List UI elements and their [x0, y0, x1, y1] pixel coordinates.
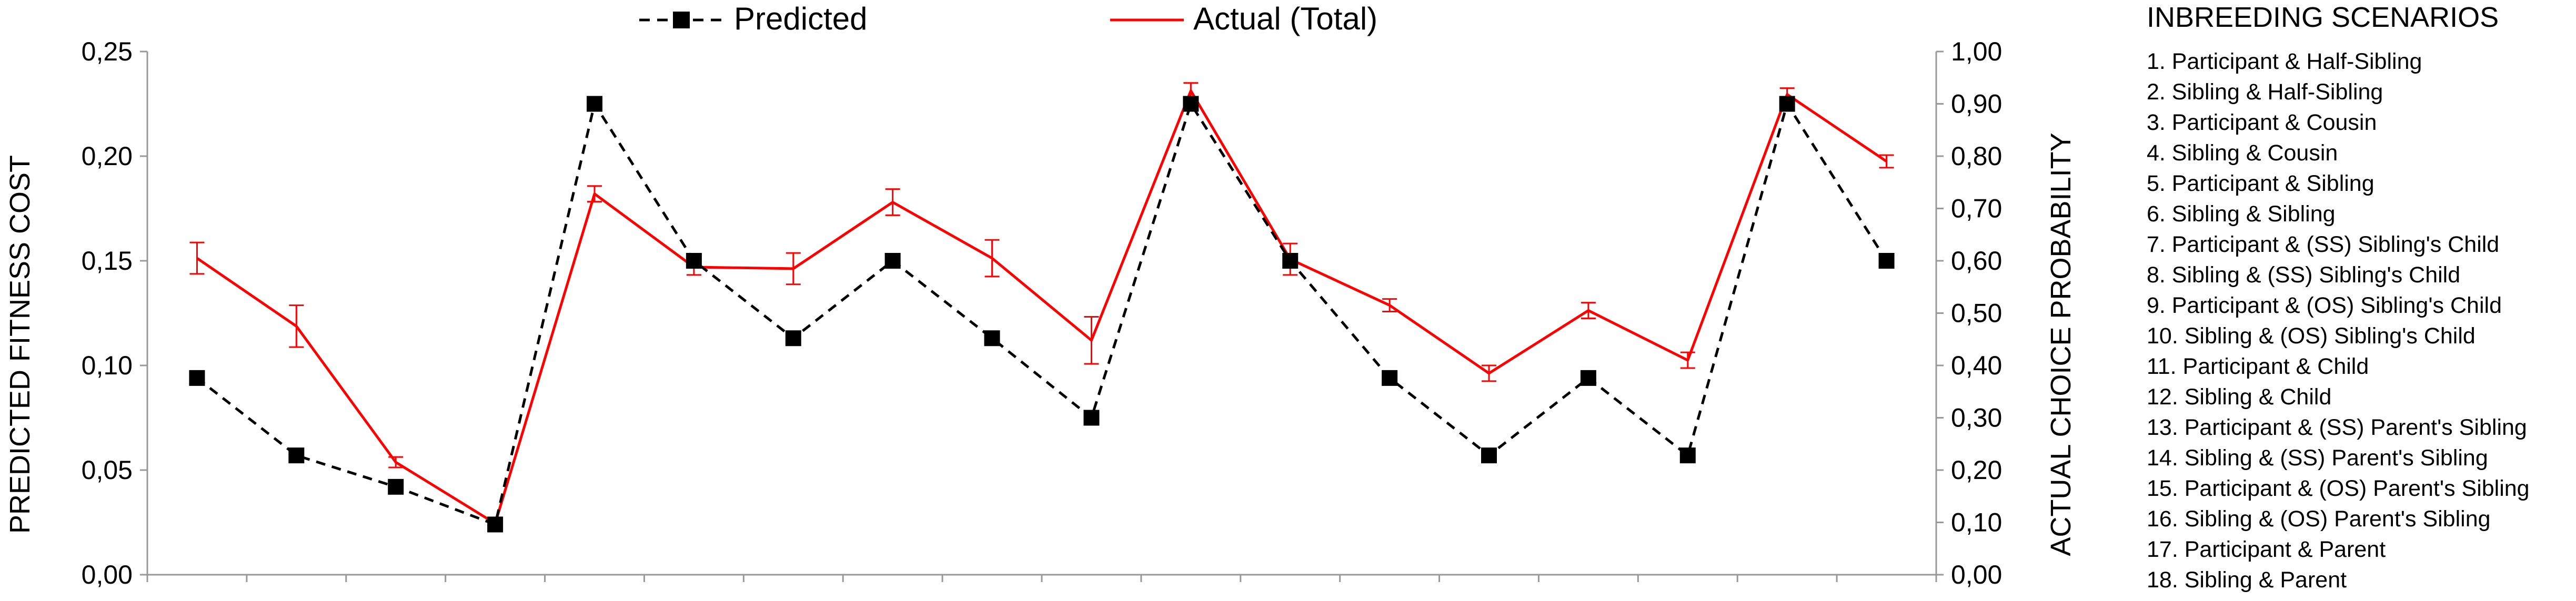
y-tick-label: 0,15 — [82, 246, 133, 276]
scenario-item: 11. Participant & Child — [2147, 354, 2369, 379]
y2-tick-label: 0,60 — [1951, 246, 2002, 276]
scenario-item: 5. Participant & Sibling — [2147, 171, 2374, 196]
scenario-item: 16. Sibling & (OS) Parent's Sibling — [2147, 506, 2491, 532]
legend-actual-label: Actual (Total) — [1193, 1, 1377, 36]
axes: 0,00 0,05 0,10 0,15 0,20 0,25 0,00 0,10 0,20 0,30… — [82, 37, 2003, 589]
legend-predicted-marker — [673, 12, 690, 28]
predicted-point — [189, 370, 205, 386]
y2-tick-label: 0,40 — [1951, 351, 2002, 380]
predicted-point — [884, 253, 901, 269]
scenario-item: 13. Participant & (SS) Parent's Sibling — [2147, 415, 2527, 440]
y2-tick-label: 0,20 — [1951, 455, 2002, 485]
scenario-item: 10. Sibling & (OS) Sibling's Child — [2147, 323, 2476, 349]
y-tick-label: 0,05 — [82, 455, 133, 485]
legend-predicted-label: Predicted — [734, 1, 867, 36]
scenario-item: 6. Sibling & Sibling — [2147, 201, 2336, 227]
y2-tick-label: 0,70 — [1951, 194, 2002, 223]
y-tick-label: 0,10 — [82, 351, 133, 380]
predicted-point — [1183, 96, 1199, 112]
predicted-point — [1282, 253, 1299, 269]
predicted-point — [1481, 447, 1497, 464]
predicted-point — [686, 253, 702, 269]
predicted-line — [196, 100, 1888, 526]
predicted-point — [587, 96, 602, 112]
y2-axis-label: ACTUAL CHOICE PROBABILITY — [2045, 133, 2077, 556]
predicted-point — [1382, 370, 1398, 386]
y2-tick-label: 0,80 — [1951, 141, 2002, 171]
predicted-point — [1878, 253, 1895, 269]
scenario-item: 2. Sibling & Half-Sibling — [2147, 79, 2383, 105]
predicted-point — [388, 478, 404, 495]
y2-tick-label: 1,00 — [1951, 37, 2002, 66]
y-tick-label: 0,20 — [82, 141, 133, 171]
y2-tick-label: 0,30 — [1951, 403, 2002, 433]
scenario-item: 9. Participant & (OS) Sibling's Child — [2147, 293, 2502, 318]
chart: Predicted Actual (Total) 0,00 0,05 0,10 0,1… — [4, 1, 2077, 589]
predicted-point — [288, 447, 305, 464]
y-axis-label: PREDICTED FITNESS COST — [4, 155, 36, 534]
predicted-point — [487, 516, 504, 533]
scenario-item: 12. Sibling & Child — [2147, 384, 2332, 410]
scenario-list: 1. Participant & Half-Sibling 2. Sibling … — [2147, 48, 2530, 597]
scenario-legend-title: INBREEDING SCENARIOS — [2147, 2, 2499, 33]
scenario-item: 18. Sibling & Parent — [2147, 567, 2347, 593]
scenario-item: 15. Participant & (OS) Parent's Sibling — [2147, 476, 2530, 501]
predicted-point — [1580, 370, 1596, 386]
scenario-item: 17. Participant & Parent — [2147, 537, 2386, 562]
scenario-item: 4. Sibling & Cousin — [2147, 140, 2338, 166]
scenario-item: 7. Participant & (SS) Sibling's Child — [2147, 232, 2500, 257]
y-tick-label: 0,25 — [82, 37, 133, 66]
predicted-point — [1679, 447, 1696, 464]
legend: Predicted Actual (Total) — [639, 1, 1377, 36]
scenario-item: 1. Participant & Half-Sibling — [2147, 49, 2422, 74]
y2-tick-label: 0,50 — [1951, 299, 2002, 328]
predicted-point — [1779, 96, 1795, 112]
y2-tick-label: 0,10 — [1951, 508, 2002, 537]
y2-tick-label: 0,00 — [1951, 560, 2002, 589]
y-tick-label: 0,00 — [82, 560, 133, 589]
actual-line — [196, 89, 1887, 525]
series-actual — [189, 82, 1894, 528]
scenario-item: 3. Participant & Cousin — [2147, 110, 2377, 135]
predicted-point — [785, 330, 801, 347]
series-predicted — [189, 96, 1895, 533]
scenario-item: 14. Sibling & (SS) Parent's Sibling — [2147, 445, 2488, 471]
scenario-item: 8. Sibling & (SS) Sibling's Child — [2147, 262, 2461, 288]
predicted-point — [1083, 410, 1100, 426]
predicted-point — [984, 330, 1000, 347]
y2-tick-label: 0,90 — [1951, 89, 2002, 119]
